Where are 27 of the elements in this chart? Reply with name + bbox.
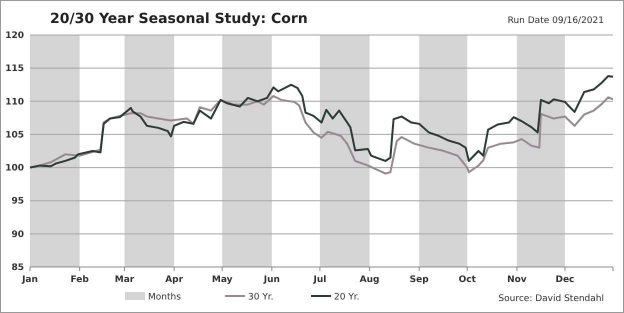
x-tick-label: Aug (360, 275, 380, 285)
x-tick-label: Jul (312, 275, 326, 285)
x-tick-label: Jan (21, 275, 38, 285)
y-tick-label: 115 (5, 64, 24, 74)
x-tick-label: Dec (555, 275, 574, 285)
x-tick-label: Mar (114, 275, 135, 285)
y-tick-label: 120 (5, 31, 24, 41)
y-tick-label: 85 (11, 263, 24, 273)
x-tick-label: May (212, 275, 233, 285)
y-tick-label: 95 (11, 196, 24, 207)
legend-label: Months (148, 292, 182, 302)
y-tick-label: 100 (5, 164, 24, 174)
line-series (29, 75, 614, 169)
chart-title: 20/30 Year Seasonal Study: Corn (50, 11, 308, 27)
y-tick-label: 110 (5, 97, 24, 108)
x-tick-label: Feb (70, 275, 90, 285)
x-tick-label: Nov (507, 275, 527, 285)
y-tick-label: 90 (11, 230, 24, 240)
x-tick-label: Oct (458, 275, 477, 285)
text: Run Date 09/16/2021 (508, 16, 604, 26)
x-tick-label: Jun (262, 275, 280, 285)
legend-label: 20 Yr. (334, 292, 360, 302)
x-tick-label: Apr (165, 275, 184, 285)
source-note: Source: David Stendahl (498, 294, 604, 304)
legend-label: 30 Yr. (248, 292, 274, 302)
y-tick-label: 105 (5, 130, 24, 140)
x-tick-label: Sep (410, 275, 430, 285)
